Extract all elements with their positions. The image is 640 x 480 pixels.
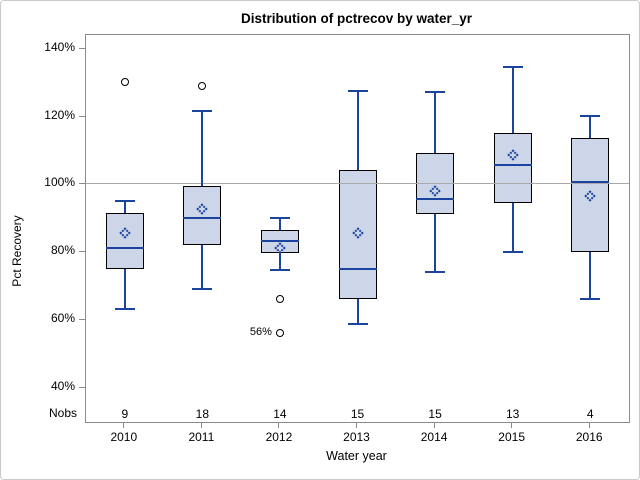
whisker-cap-high-2011 — [192, 110, 213, 113]
whisker-cap-high-2014 — [425, 91, 446, 94]
nobs-value-2014: 15 — [428, 407, 442, 421]
whisker-cap-low-2016 — [580, 298, 601, 300]
nobs-value-2015: 13 — [505, 407, 520, 421]
outlier-2011 — [198, 81, 207, 90]
median-2010 — [105, 247, 144, 250]
x-tick-label-2011: 2011 — [188, 430, 215, 444]
y-tick-label: 80% — [50, 243, 75, 258]
y-tick-mark — [79, 183, 86, 185]
plot-area: 9 18 56% 14 15 15 13 4 — [79, 34, 630, 423]
whisker-lower-2015 — [511, 202, 514, 252]
whisker-lower-2012 — [278, 253, 281, 271]
whisker-cap-low-2010 — [114, 308, 135, 311]
x-tick-mark-2016 — [588, 422, 590, 428]
y-tick-mark — [79, 115, 86, 117]
whisker-upper-2014 — [434, 92, 437, 154]
x-tick-label-2015: 2015 — [498, 430, 525, 444]
whisker-lower-2014 — [434, 214, 437, 272]
nobs-value-2010: 9 — [121, 407, 129, 421]
whisker-upper-2013 — [356, 90, 359, 171]
x-tick-mark-2012 — [278, 422, 280, 428]
whisker-cap-high-2010 — [114, 199, 135, 202]
median-2013 — [338, 267, 377, 270]
y-tick-label: 120% — [44, 107, 75, 122]
y-axis-title: Pct Recovery — [10, 215, 24, 287]
box-2016 — [571, 138, 610, 252]
median-2012 — [260, 240, 299, 243]
whisker-cap-low-2015 — [502, 250, 523, 253]
x-tick-label-2012: 2012 — [265, 430, 293, 444]
whisker-cap-high-2015 — [502, 66, 523, 69]
x-tick-label-2016: 2016 — [575, 430, 603, 444]
whisker-upper-2010 — [123, 200, 126, 213]
chart-title: Distribution of pctrecov by water_yr — [240, 11, 473, 26]
whisker-lower-2011 — [201, 244, 204, 289]
x-tick-mark-2010 — [123, 422, 125, 428]
whisker-lower-2016 — [589, 251, 592, 299]
box-2010 — [105, 212, 144, 269]
y-tick-mark — [79, 251, 86, 253]
x-tick-mark-2011 — [200, 422, 202, 428]
refline-100 — [86, 183, 629, 185]
nobs-value-2013: 15 — [350, 407, 365, 421]
median-2011 — [183, 216, 222, 219]
nobs-value-2012: 14 — [273, 407, 287, 421]
x-tick-mark-2015 — [511, 422, 513, 428]
outlier-2012 — [275, 295, 284, 303]
whisker-upper-2015 — [511, 67, 514, 134]
whisker-cap-low-2011 — [192, 287, 213, 290]
whisker-upper-2016 — [589, 116, 592, 139]
y-tick-label: 60% — [50, 310, 75, 325]
x-tick-label-2013: 2013 — [343, 430, 370, 444]
x-axis-title: Water year — [326, 449, 387, 463]
box-2015 — [493, 133, 532, 203]
x-tick-mark-2014 — [433, 422, 435, 428]
box-2013 — [338, 170, 377, 299]
median-2015 — [493, 164, 532, 167]
y-tick-mark — [79, 386, 86, 388]
box-2011 — [183, 185, 222, 245]
whisker-cap-low-2013 — [347, 323, 368, 326]
median-2014 — [416, 198, 455, 201]
x-tick-label-2010: 2010 — [110, 430, 138, 444]
whisker-cap-low-2012 — [269, 269, 290, 272]
outlier-2012 — [275, 328, 284, 337]
nobs-value-2011: 18 — [195, 407, 210, 421]
median-2016 — [571, 181, 610, 184]
whisker-lower-2010 — [123, 268, 126, 310]
x-tick-label-2014: 2014 — [420, 430, 448, 444]
nobs-row-header: Nobs — [48, 406, 77, 420]
whisker-lower-2013 — [356, 299, 359, 325]
y-tick-label: 140% — [44, 39, 75, 54]
outlier-2010 — [120, 78, 129, 87]
whisker-cap-high-2013 — [347, 89, 368, 92]
whisker-cap-high-2012 — [269, 216, 290, 219]
whisker-upper-2012 — [278, 217, 281, 230]
y-tick-mark — [79, 318, 86, 320]
outlier-label-2012: 56% — [249, 326, 272, 339]
x-tick-mark-2013 — [356, 422, 357, 428]
whisker-cap-high-2016 — [580, 115, 601, 118]
y-tick-label: 100% — [44, 175, 75, 190]
y-tick-label: 40% — [50, 378, 75, 393]
nobs-value-2016: 4 — [586, 407, 594, 421]
whisker-upper-2011 — [201, 111, 204, 186]
y-tick-mark — [79, 47, 86, 49]
whisker-cap-low-2014 — [425, 270, 446, 273]
